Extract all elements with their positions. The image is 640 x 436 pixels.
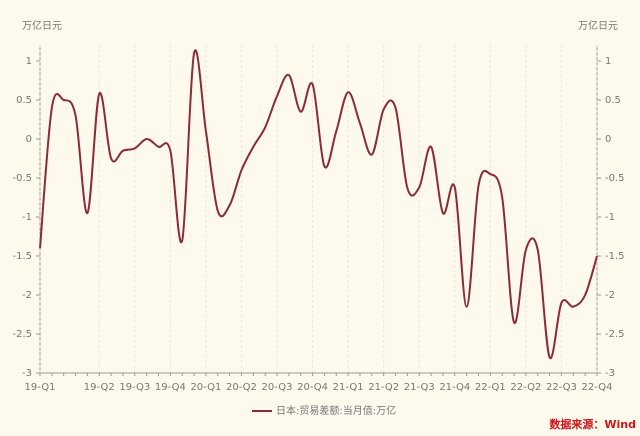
y-tick-label-left: -2 (22, 290, 32, 301)
y-tick-label-left: -0.5 (12, 173, 32, 184)
x-tick-label: 20-Q4 (297, 382, 328, 393)
x-tick-label: 22-Q1 (475, 382, 506, 393)
x-tick-label: 20-Q2 (226, 382, 257, 393)
legend-label: 日本:贸易差额:当月值:万亿 (276, 404, 396, 417)
x-tick-label: 21-Q2 (368, 382, 399, 393)
x-tick-label: 22-Q2 (510, 382, 541, 393)
y-tick-label-left: -1 (22, 212, 32, 223)
y-tick-label-right: -1.5 (605, 251, 625, 262)
x-tick-label: 21-Q4 (439, 382, 470, 393)
x-tick-label: 19-Q1 (25, 382, 56, 393)
y-tick-label-right: -2.5 (605, 329, 625, 340)
y-tick-label-left: 0.5 (16, 95, 32, 106)
line-series (39, 49, 598, 360)
x-tick-label: 21-Q1 (333, 382, 364, 393)
y-tick-label-left: -3 (22, 368, 32, 379)
y-tick-label-left: 1 (26, 56, 32, 67)
x-tick-label: 22-Q3 (546, 382, 577, 393)
y-unit-right: 万亿日元 (578, 19, 618, 32)
y-tick-label-right: 0.5 (605, 95, 621, 106)
x-tick-label: 20-Q1 (190, 382, 221, 393)
y-tick-label-right: 1 (605, 56, 611, 67)
y-unit-left: 万亿日元 (22, 19, 62, 32)
y-tick-label-right: -1 (605, 212, 615, 223)
x-tick-label: 19-Q3 (119, 382, 150, 393)
source: 数据来源：Wind (549, 417, 636, 431)
x-tick-label: 19-Q2 (84, 382, 115, 393)
y-tick-label-left: -1.5 (12, 251, 32, 262)
x-tick-label: 22-Q4 (582, 382, 613, 393)
x-tick-label: 20-Q3 (262, 382, 293, 393)
x-tick-label: 21-Q3 (404, 382, 435, 393)
y-tick-label-right: 0 (605, 134, 611, 145)
y-tick-label-right: -3 (605, 368, 615, 379)
y-tick-label-right: -0.5 (605, 173, 625, 184)
y-tick-label-left: 0 (26, 134, 32, 145)
y-tick-label-left: -2.5 (12, 329, 32, 340)
x-tick-label: 19-Q4 (155, 382, 186, 393)
y-tick-label-right: -2 (605, 290, 615, 301)
